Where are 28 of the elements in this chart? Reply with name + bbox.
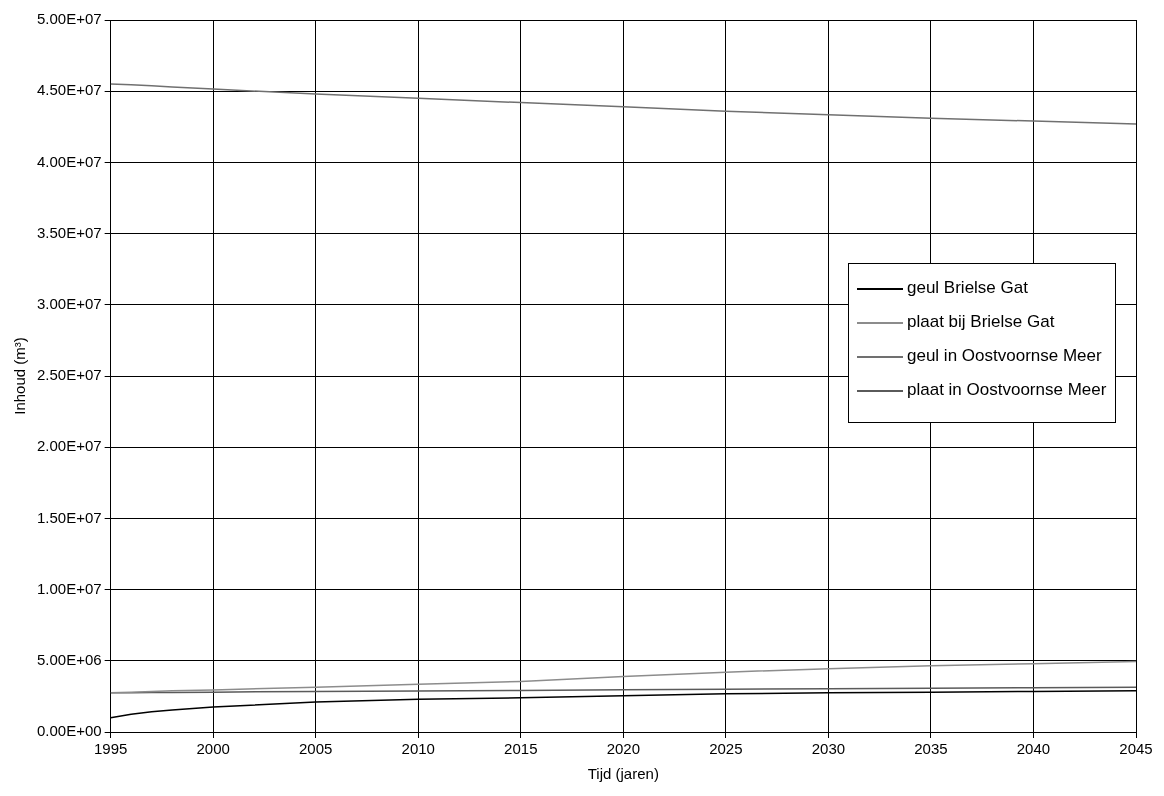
legend-label: geul Brielse Gat <box>907 278 1028 298</box>
y-tick-label: 5.00E+06 <box>36 650 102 668</box>
y-axis-title: Inhoud (m³) <box>11 337 29 415</box>
x-tick-label: 2040 <box>1016 740 1051 758</box>
x-tick-label: 2030 <box>811 740 846 758</box>
x-axis-title: Tijd (jaren) <box>587 765 659 783</box>
legend-label: plaat bij Brielse Gat <box>907 312 1055 332</box>
x-tick-label: 2035 <box>914 740 948 758</box>
y-tick-label: 2.00E+07 <box>36 437 102 455</box>
y-tick-label: 2.50E+07 <box>36 366 102 384</box>
x-tick-label: 2010 <box>401 740 435 758</box>
legend-label: plaat in Oostvoornse Meer <box>907 380 1107 400</box>
x-tick-label: 2020 <box>606 740 641 758</box>
y-tick-label: 5.00E+07 <box>36 10 102 28</box>
y-tick-label: 4.00E+07 <box>36 152 102 170</box>
y-tick-label: 1.50E+07 <box>36 508 102 526</box>
y-tick-label: 0.00E+00 <box>36 722 102 740</box>
y-tick-label: 3.00E+07 <box>36 294 102 312</box>
x-tick-label: 2025 <box>709 740 743 758</box>
y-tick-label: 4.50E+07 <box>36 81 102 99</box>
y-tick-label: 3.50E+07 <box>36 223 102 241</box>
x-tick-label: 2005 <box>299 740 333 758</box>
x-tick-label: 2045 <box>1119 740 1153 758</box>
x-tick-label: 1995 <box>93 740 128 758</box>
x-tick-label: 2015 <box>504 740 538 758</box>
x-tick-label: 2000 <box>196 740 230 758</box>
y-tick-label: 1.00E+07 <box>36 579 102 597</box>
legend-label: geul in Oostvoornse Meer <box>907 346 1102 366</box>
